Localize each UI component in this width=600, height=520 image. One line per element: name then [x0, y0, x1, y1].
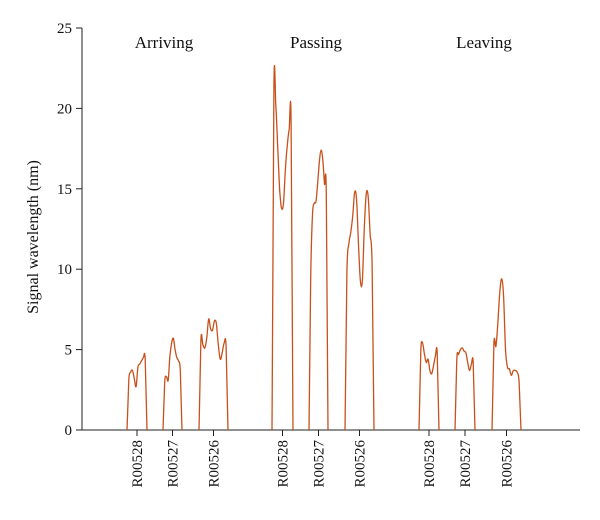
group-label-arriving: Arriving — [135, 33, 194, 52]
y-tick-label: 15 — [57, 182, 72, 198]
sensor-label: R00526 — [353, 440, 369, 488]
sensor-label: R00526 — [500, 440, 516, 488]
axes — [81, 28, 580, 431]
series-arriving-r00526 — [198, 318, 229, 431]
sensor-label: R00528 — [276, 440, 292, 488]
series-leaving-r00527 — [454, 347, 476, 431]
y-tick-label: 5 — [65, 343, 73, 359]
sensor-label: R00526 — [207, 440, 223, 488]
sensor-label: R00528 — [422, 440, 438, 488]
series-leaving-r00528 — [418, 340, 440, 431]
group-label-leaving: Leaving — [456, 33, 512, 52]
y-tick-label: 10 — [57, 262, 72, 278]
sensor-labels: R00528 R00527 R00526 R00528 R00527 R00526 R005… — [130, 430, 516, 488]
y-tick-label: 25 — [57, 21, 72, 37]
group-labels: Arriving Passing Leaving — [135, 33, 513, 52]
y-axis-title: Signal wavelength (nm) — [25, 160, 42, 314]
y-tick-label: 20 — [57, 101, 72, 117]
series-passing-r00526 — [344, 189, 375, 431]
series — [126, 65, 522, 431]
sensor-label: R00527 — [458, 440, 474, 488]
sensor-label: R00527 — [312, 440, 328, 488]
series-arriving-r00527 — [162, 337, 183, 431]
y-tick-label: 0 — [65, 423, 73, 439]
sensor-label: R00527 — [166, 440, 182, 488]
series-passing-r00528 — [271, 65, 294, 431]
series-arriving-r00528 — [126, 352, 148, 431]
sensor-label: R00528 — [130, 440, 146, 488]
series-leaving-r00526 — [491, 278, 522, 431]
series-passing-r00527 — [308, 149, 329, 431]
y-ticks: 0 5 10 15 20 25 — [57, 21, 82, 439]
group-label-passing: Passing — [290, 33, 342, 52]
